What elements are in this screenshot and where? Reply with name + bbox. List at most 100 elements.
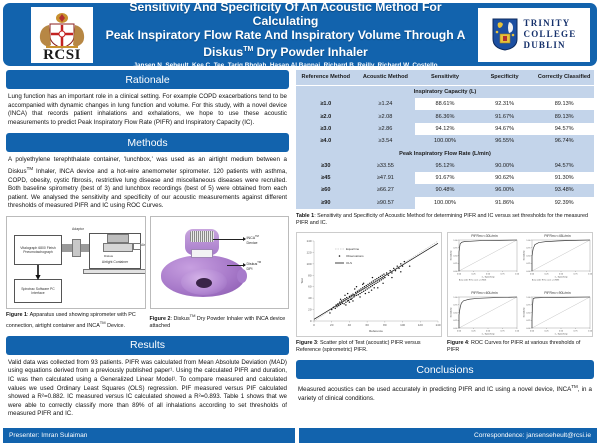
poster-header: RCSI Sensitivity And Specificity Of An A… — [3, 0, 597, 69]
col-acoustic-method: Acoustic Method — [355, 70, 416, 86]
scatter-plot-svg: 0 20 40 60 80 100 120 140 0 20 40 60 80 100 120 140 Equa… — [300, 239, 441, 333]
figure-2-tm-sup: TM — [189, 313, 196, 318]
rcsi-crest-icon — [36, 12, 88, 49]
svg-text:60: 60 — [308, 285, 312, 289]
svg-text:80: 80 — [308, 273, 312, 277]
figure-2-image: INCATM Device DiskusTM DPI — [149, 216, 289, 309]
svg-text:0.75: 0.75 — [453, 305, 458, 307]
svg-text:0.50: 0.50 — [559, 330, 564, 332]
svg-text:1.00: 1.00 — [526, 240, 531, 242]
svg-text:20: 20 — [330, 323, 334, 327]
svg-text:20: 20 — [308, 308, 312, 312]
rationale-text: Lung function has an important role in a… — [8, 93, 287, 126]
cell-reference: ≥2.0 — [296, 110, 356, 123]
svg-text:40: 40 — [308, 296, 312, 300]
table-group-header-pifr: Peak Inspiratory Flow Rate (L/min) — [296, 147, 594, 160]
svg-text:1 - Specificity: 1 - Specificity — [481, 333, 495, 336]
tube-segment-2 — [81, 244, 89, 252]
svg-text:0.50: 0.50 — [559, 273, 564, 275]
group-label-ic: Inspiratory Capacity (L) — [296, 85, 594, 98]
tcd-line-2: COLLEGE — [523, 29, 577, 39]
diskus-block: Diskus — [103, 243, 133, 258]
section-header-rationale: Rationale — [6, 70, 289, 89]
svg-text:1.00: 1.00 — [515, 273, 520, 275]
svg-text:0.75: 0.75 — [526, 248, 531, 250]
svg-text:Observations: Observations — [346, 254, 364, 258]
poster-title-block: Sensitivity And Specificity Of An Acoust… — [93, 0, 478, 69]
svg-text:0.50: 0.50 — [453, 255, 458, 257]
results-text: Valid data was collected from 93 patient… — [8, 358, 287, 418]
table-row: ≥30 ≥33.55 95.12% 90.00% 94.57% — [296, 159, 594, 172]
svg-text:0.50: 0.50 — [486, 330, 491, 332]
cell-acoustic: ≥3.54 — [355, 135, 416, 148]
table-row: ≥3.0 ≥2.86 94.12% 94.67% 94.57% — [296, 122, 594, 136]
cell-acoustic: ≥33.55 — [355, 159, 416, 172]
methods-text: A polyethylene terephthalate container, … — [6, 156, 289, 211]
roc-panel-title: PIFRm>=30L/min — [471, 234, 498, 238]
svg-text:0.00: 0.00 — [457, 273, 462, 275]
svg-text:1 - Specificity: 1 - Specificity — [554, 333, 568, 336]
svg-text:0: 0 — [310, 319, 312, 323]
svg-text:0.75: 0.75 — [500, 330, 505, 332]
figure-2-caption: Figure 2: DiskusTM Dry Powder Inhaler wi… — [150, 312, 290, 330]
section-header-results: Results — [6, 335, 289, 355]
poster-authors: Jansen N. Seheult, Kee C. Tee, Tariq Bho… — [133, 62, 438, 70]
figures-row-2: 0 20 40 60 80 100 120 140 0 20 40 60 80 100 120 140 Equa… — [296, 232, 594, 354]
cell-correct: 93.48% — [534, 184, 594, 197]
cell-acoustic: ≥47.91 — [355, 171, 416, 185]
inca-block: INCA — [107, 234, 129, 249]
figure-4-caption-text: : ROC Curves for PIFR at various thresho… — [447, 340, 581, 353]
svg-text:0.50: 0.50 — [486, 273, 491, 275]
cell-acoustic: ≥1.24 — [355, 98, 416, 111]
figure-4-caption: Figure 4: ROC Curves for PIFR at various… — [447, 340, 593, 354]
svg-text:0.25: 0.25 — [471, 273, 476, 275]
svg-text:1.00: 1.00 — [588, 273, 593, 275]
tcd-shield-icon — [492, 18, 518, 51]
results-table: Reference Method Acoustic Method Sensiti… — [296, 70, 594, 209]
cell-sensitivity: 100.00% — [415, 135, 475, 148]
svg-text:120: 120 — [306, 250, 311, 254]
section-header-conclusions: Conclusions — [296, 360, 594, 379]
group-label-pifr: Peak Inspiratory Flow Rate (L/min) — [296, 147, 594, 160]
anno-inca-text2: Device — [246, 240, 258, 245]
cell-correct: 94.57% — [534, 159, 594, 172]
section-header-methods: Methods — [6, 133, 289, 153]
roc-panel: PIFRm>=30L/min 0.00 0.25 0.50 0.75 1.00 0.00 0.… — [448, 233, 521, 290]
table-row: ≥4.0 ≥3.54 100.00% 96.55% 96.74% — [296, 135, 594, 148]
inhaler-mouthpiece — [195, 278, 212, 288]
diskus-pointer-line — [226, 263, 246, 268]
svg-text:0.00: 0.00 — [453, 328, 458, 330]
svg-text:0.00: 0.00 — [526, 328, 531, 330]
software-box: Spirotrac Software PC Interface — [14, 279, 62, 303]
anno-diskus-text: Diskus — [246, 262, 258, 267]
airflow-label: Airflow — [141, 243, 146, 247]
svg-text:40: 40 — [348, 323, 352, 327]
svg-text:80: 80 — [383, 323, 387, 327]
title-line-3-pre: Diskus — [203, 44, 244, 59]
figure-2-diskus-annotation: DiskusTM DPI — [247, 261, 262, 271]
footer-presenter: Presenter: Imran Sulaiman — [3, 428, 295, 443]
figure-2-caption-text-a: : Diskus — [170, 315, 190, 322]
title-line-3: DiskusTM Dry Powder Inhaler — [99, 43, 472, 59]
cell-reference: ≥30 — [296, 159, 356, 172]
cell-specificity: 90.00% — [474, 159, 535, 172]
svg-text:1.00: 1.00 — [453, 297, 458, 299]
svg-text:0.75: 0.75 — [573, 330, 578, 332]
svg-text:Reference: Reference — [369, 329, 383, 333]
cell-reference: ≥45 — [296, 171, 356, 185]
svg-text:140: 140 — [435, 323, 440, 327]
figure-1-caption-post: Device. — [105, 322, 126, 329]
inhaler-side-lever — [236, 269, 247, 283]
methods-text-b: Inhaler, INCA device and a hot-wire anem… — [8, 168, 287, 210]
cell-sensitivity: 95.12% — [415, 159, 475, 172]
table-1-caption-label: Table 1 — [296, 213, 315, 219]
svg-text:Area under ROC curve = 0.9683: Area under ROC curve = 0.9683 — [532, 279, 559, 282]
svg-text:0.25: 0.25 — [544, 273, 549, 275]
roc-curve-grid: PIFRm>=30L/min 0.00 0.25 0.50 0.75 1.00 0.00 0.… — [448, 233, 592, 336]
cell-reference: ≥4.0 — [296, 135, 356, 148]
figures-row-1: Vitalograph 6800 Fleish Pneumotachograph… — [6, 216, 289, 330]
inca-microphone-grill-icon — [189, 231, 214, 242]
cell-sensitivity: 90.48% — [415, 184, 475, 197]
figure-4-caption-label: Figure 4 — [447, 340, 468, 346]
